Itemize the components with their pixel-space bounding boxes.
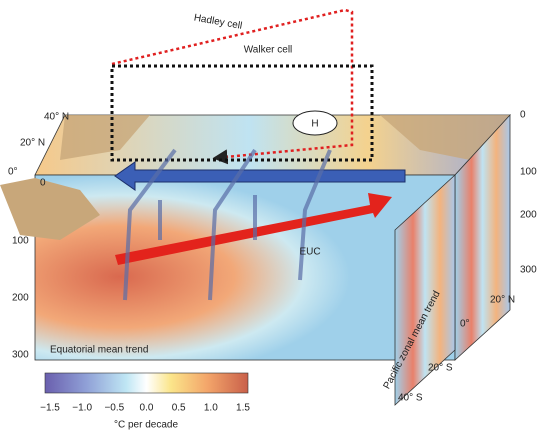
latitude-label: 20° S bbox=[428, 363, 453, 374]
latitude-label: 0° bbox=[8, 167, 18, 178]
walker-label: Walker cell bbox=[244, 45, 293, 56]
overturning bbox=[123, 148, 332, 301]
depth-label: 300 bbox=[520, 265, 537, 276]
colorbar-label: °C per decade bbox=[114, 420, 178, 431]
depth-label: 200 bbox=[12, 293, 29, 304]
depth-label: 200 bbox=[520, 210, 537, 221]
front-panel-label: Equatorial mean trend bbox=[50, 345, 148, 356]
zonal-panel bbox=[394, 174, 456, 406]
high-label: H bbox=[311, 119, 318, 130]
front-face bbox=[34, 174, 456, 361]
depth-label: 0 bbox=[520, 110, 526, 121]
walker-path bbox=[110, 64, 374, 162]
latitude-label: 0° bbox=[460, 319, 470, 330]
hadley-path bbox=[111, 8, 354, 165]
colorbar-tick-label: 0.5 bbox=[172, 403, 186, 414]
land bbox=[60, 115, 150, 160]
latitude-label: 20° N bbox=[490, 295, 515, 306]
colorbar-tick-label: −1.0 bbox=[72, 403, 92, 414]
surface-current bbox=[114, 161, 406, 191]
latitude-label: 40° N bbox=[44, 112, 69, 123]
land bbox=[380, 115, 510, 160]
euc-label: EUC bbox=[299, 247, 320, 258]
colorbar bbox=[44, 372, 249, 394]
high-pressure bbox=[292, 110, 338, 136]
latitude-label: 20° N bbox=[20, 138, 45, 149]
land bbox=[0, 178, 100, 240]
colorbar-tick-label: 1.5 bbox=[236, 403, 250, 414]
depth-label: 100 bbox=[12, 236, 29, 247]
colorbar-tick-label: −0.5 bbox=[104, 403, 124, 414]
depth-label: 300 bbox=[12, 350, 29, 361]
hadley-label: Hadley cell bbox=[193, 12, 243, 31]
depth-label: 100 bbox=[520, 167, 537, 178]
depth-label: 0 bbox=[40, 178, 46, 189]
colorbar-tick-label: −1.5 bbox=[40, 403, 60, 414]
colorbar-tick-label: 0.0 bbox=[140, 403, 154, 414]
colorbar-tick-label: 1.0 bbox=[204, 403, 218, 414]
latitude-label: 40° S bbox=[398, 393, 423, 404]
